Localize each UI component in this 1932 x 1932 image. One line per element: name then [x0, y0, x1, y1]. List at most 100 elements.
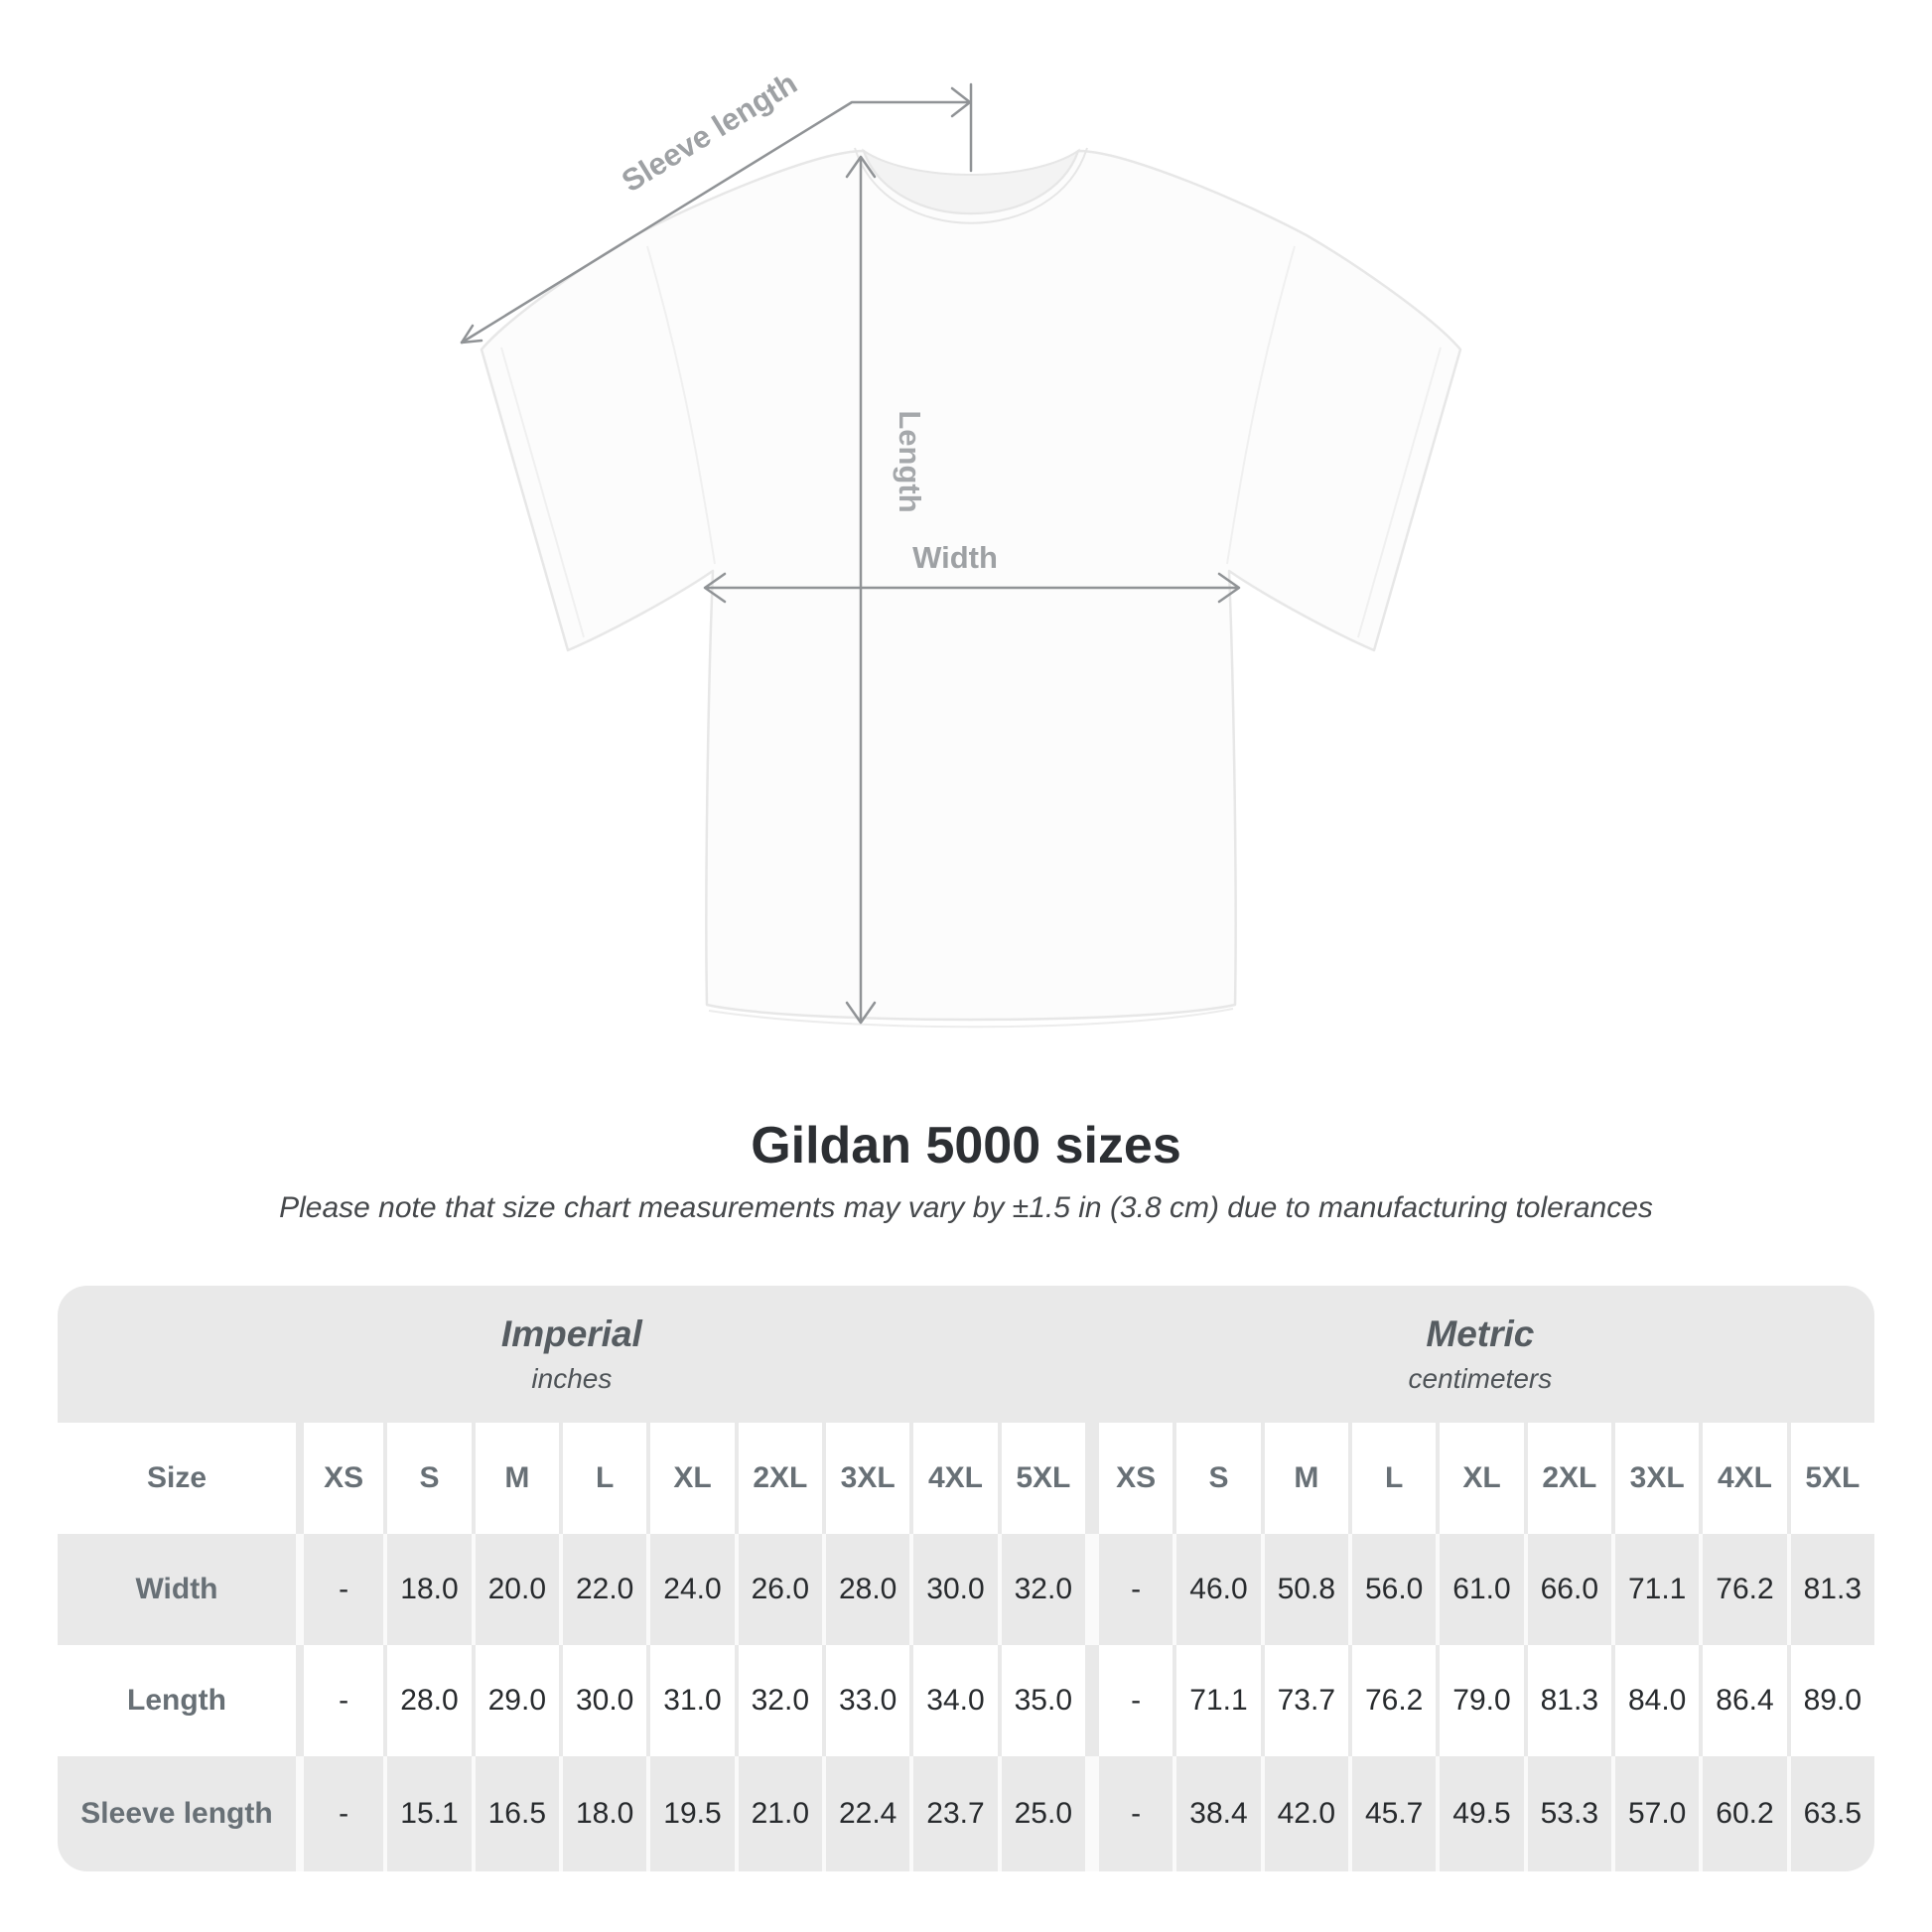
size-column-header: XS: [1085, 1423, 1173, 1534]
value-cell: 66.0: [1523, 1534, 1611, 1645]
value-cell: 42.0: [1260, 1756, 1348, 1871]
table-row: Sleeve length -15.1 16.5 18.0 19.5 21.0 22.4 23…: [58, 1756, 1874, 1871]
value-cell: 56.0: [1348, 1534, 1436, 1645]
value-cell: 76.2: [1699, 1534, 1786, 1645]
value-cell: 81.3: [1523, 1645, 1611, 1756]
value-cell: -: [1085, 1756, 1173, 1871]
value-cell: 86.4: [1699, 1645, 1786, 1756]
size-column-header: S: [1173, 1423, 1260, 1534]
value-cell: 53.3: [1523, 1756, 1611, 1871]
size-column-header: XS: [296, 1423, 383, 1534]
table-row: Width -18.0 20.0 22.0 24.0 26.0 28.0 30.0 32.0-4…: [58, 1534, 1874, 1645]
size-header-row: Size XS S M L XL 2XL 3XL 4XL 5XL XS S M L XL 2XL 3XL 4XL 5…: [58, 1423, 1874, 1534]
size-column-header: L: [559, 1423, 646, 1534]
size-column-header: 3XL: [1611, 1423, 1699, 1534]
value-cell: 71.1: [1611, 1534, 1699, 1645]
value-cell: 19.5: [646, 1756, 734, 1871]
size-column-header: 3XL: [822, 1423, 909, 1534]
tshirt-diagram: Sleeve length Length Width: [460, 66, 1462, 1029]
value-cell: 30.0: [909, 1534, 997, 1645]
value-cell: -: [296, 1756, 383, 1871]
tolerance-note: Please note that size chart measurements…: [279, 1191, 1653, 1224]
size-column-header: XL: [1436, 1423, 1523, 1534]
value-cell: 63.5: [1786, 1756, 1874, 1871]
value-cell: 25.0: [997, 1756, 1085, 1871]
value-cell: 16.5: [471, 1756, 559, 1871]
value-cell: 32.0: [734, 1645, 822, 1756]
size-column-header: 4XL: [909, 1423, 997, 1534]
value-cell: 28.0: [383, 1645, 471, 1756]
value-cell: 22.0: [559, 1534, 646, 1645]
width-label: Width: [912, 540, 998, 575]
value-cell: 60.2: [1699, 1756, 1786, 1871]
metric-unit: centimeters: [1408, 1363, 1553, 1394]
table-row: Length -28.0 29.0 30.0 31.0 32.0 33.0 34.0 35.0-…: [58, 1645, 1874, 1756]
row-label: Sleeve length: [80, 1797, 273, 1830]
unit-header-band: Imperial inches Metric centimeters: [58, 1286, 1874, 1423]
value-cell: 33.0: [822, 1645, 909, 1756]
size-table: Imperial inches Metric centimeters Size X…: [58, 1286, 1874, 1871]
imperial-label: Imperial: [500, 1313, 642, 1354]
size-column-header: XL: [646, 1423, 734, 1534]
size-column-header: 4XL: [1699, 1423, 1786, 1534]
value-cell: -: [296, 1534, 383, 1645]
value-cell: 38.4: [1173, 1756, 1260, 1871]
value-cell: 18.0: [559, 1756, 646, 1871]
value-cell: 45.7: [1348, 1756, 1436, 1871]
value-cell: 21.0: [734, 1756, 822, 1871]
value-cell: 31.0: [646, 1645, 734, 1756]
value-cell: 29.0: [471, 1645, 559, 1756]
imperial-unit: inches: [531, 1363, 613, 1394]
length-arrow: [845, 155, 877, 1025]
value-cell: 46.0: [1173, 1534, 1260, 1645]
value-cell: 71.1: [1173, 1645, 1260, 1756]
size-table-rows: Size XS S M L XL 2XL 3XL 4XL 5XL XS S M L XL 2XL 3XL 4XL 5…: [58, 1423, 1874, 1871]
size-column-header: M: [1260, 1423, 1348, 1534]
size-column-header: L: [1348, 1423, 1436, 1534]
value-cell: 28.0: [822, 1534, 909, 1645]
value-cell: 49.5: [1436, 1756, 1523, 1871]
value-cell: -: [1085, 1645, 1173, 1756]
size-column-header: 2XL: [1523, 1423, 1611, 1534]
width-arrow: [703, 572, 1241, 604]
value-cell: 24.0: [646, 1534, 734, 1645]
value-cell: 57.0: [1611, 1756, 1699, 1871]
metric-group-header: Metric centimeters: [1086, 1286, 1874, 1423]
value-cell: 20.0: [471, 1534, 559, 1645]
size-column-header: S: [383, 1423, 471, 1534]
value-cell: 18.0: [383, 1534, 471, 1645]
size-header-label: Size: [146, 1461, 207, 1494]
row-label: Length: [127, 1684, 226, 1717]
value-cell: 76.2: [1348, 1645, 1436, 1756]
value-cell: 23.7: [909, 1756, 997, 1871]
value-cell: 50.8: [1260, 1534, 1348, 1645]
size-column-header: 5XL: [997, 1423, 1085, 1534]
metric-label: Metric: [1426, 1313, 1535, 1354]
value-cell: 15.1: [383, 1756, 471, 1871]
measurement-lines: [460, 82, 1241, 1025]
value-cell: 89.0: [1786, 1645, 1874, 1756]
size-column-header: 2XL: [734, 1423, 822, 1534]
value-cell: -: [1085, 1534, 1173, 1645]
value-cell: 26.0: [734, 1534, 822, 1645]
value-cell: -: [296, 1645, 383, 1756]
value-cell: 32.0: [997, 1534, 1085, 1645]
value-cell: 22.4: [822, 1756, 909, 1871]
heading: Gildan 5000 sizes Please note that size …: [0, 1114, 1932, 1225]
imperial-group-header: Imperial inches: [58, 1286, 1086, 1423]
value-cell: 30.0: [559, 1645, 646, 1756]
value-cell: 81.3: [1786, 1534, 1874, 1645]
page-title: Gildan 5000 sizes: [751, 1117, 1181, 1174]
sleeve-length-arrow: [460, 82, 973, 345]
value-cell: 73.7: [1260, 1645, 1348, 1756]
row-label: Width: [135, 1573, 218, 1605]
tshirt-graphic: [480, 147, 1462, 1029]
length-label: Length: [893, 410, 927, 512]
value-cell: 35.0: [997, 1645, 1085, 1756]
size-column-header: 5XL: [1786, 1423, 1874, 1534]
value-cell: 79.0: [1436, 1645, 1523, 1756]
value-cell: 34.0: [909, 1645, 997, 1756]
value-cell: 61.0: [1436, 1534, 1523, 1645]
size-column-header: M: [471, 1423, 559, 1534]
